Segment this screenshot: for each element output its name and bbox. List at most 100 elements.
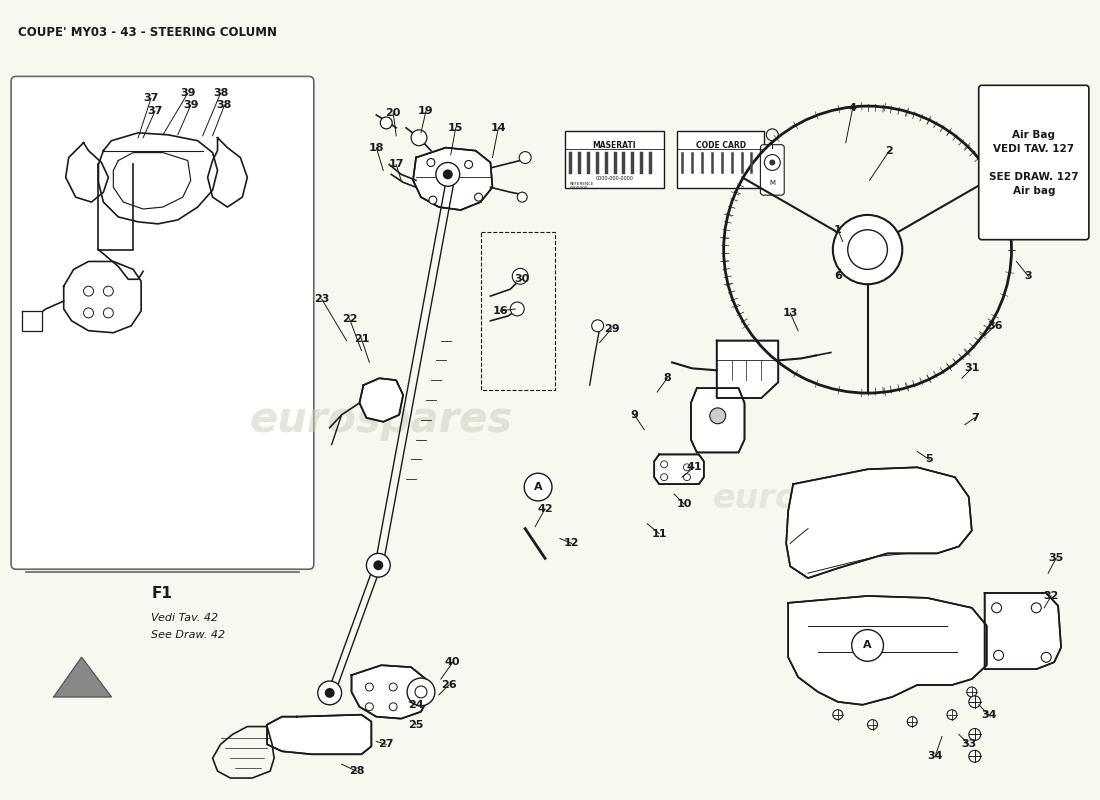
Circle shape <box>318 681 342 705</box>
Text: 21: 21 <box>354 334 370 344</box>
Text: 28: 28 <box>349 766 364 776</box>
Text: 12: 12 <box>564 538 580 549</box>
Circle shape <box>969 729 981 741</box>
Text: 9: 9 <box>630 410 638 420</box>
Circle shape <box>389 683 397 691</box>
Circle shape <box>411 130 427 146</box>
Polygon shape <box>267 714 372 754</box>
Text: A: A <box>864 641 872 650</box>
Circle shape <box>427 158 434 166</box>
Text: 0000-000-0000: 0000-000-0000 <box>595 176 634 182</box>
Text: 22: 22 <box>342 314 358 324</box>
FancyBboxPatch shape <box>979 86 1089 240</box>
Circle shape <box>868 720 878 730</box>
Polygon shape <box>352 666 429 718</box>
Circle shape <box>389 703 397 710</box>
Text: 5: 5 <box>925 454 933 464</box>
FancyBboxPatch shape <box>760 145 784 195</box>
Text: 0000000: 0000000 <box>570 186 589 190</box>
Text: See Draw. 42: See Draw. 42 <box>151 630 226 639</box>
Text: 13: 13 <box>782 308 797 318</box>
Circle shape <box>513 268 528 284</box>
Text: 40: 40 <box>446 658 461 667</box>
Circle shape <box>324 688 334 698</box>
Text: REFERENCE: REFERENCE <box>570 182 594 186</box>
Circle shape <box>436 162 460 186</box>
Text: 6: 6 <box>834 271 842 282</box>
Text: 37: 37 <box>147 106 163 116</box>
Circle shape <box>1032 603 1042 613</box>
Circle shape <box>908 717 917 726</box>
Text: 35: 35 <box>1048 554 1064 563</box>
Text: 34: 34 <box>927 751 943 762</box>
Text: 1: 1 <box>834 225 842 234</box>
Text: COUPE' MY03 - 43 - STEERING COLUMN: COUPE' MY03 - 43 - STEERING COLUMN <box>18 26 277 39</box>
Circle shape <box>366 554 390 577</box>
Text: M: M <box>769 180 776 186</box>
Text: 34: 34 <box>981 710 997 720</box>
Polygon shape <box>786 467 971 578</box>
Circle shape <box>373 560 383 570</box>
Text: 29: 29 <box>604 324 619 334</box>
Circle shape <box>592 320 604 332</box>
Polygon shape <box>984 593 1062 669</box>
Text: 39: 39 <box>180 88 196 98</box>
Text: 42: 42 <box>537 504 553 514</box>
Polygon shape <box>654 454 704 484</box>
Text: 4: 4 <box>849 103 857 113</box>
Text: A: A <box>534 482 542 492</box>
Circle shape <box>525 474 552 501</box>
FancyBboxPatch shape <box>11 77 313 570</box>
Circle shape <box>833 215 902 284</box>
Bar <box>565 131 664 188</box>
Circle shape <box>993 650 1003 660</box>
Text: 38: 38 <box>217 100 232 110</box>
Circle shape <box>443 170 453 179</box>
Circle shape <box>365 683 373 691</box>
Text: 24: 24 <box>408 700 424 710</box>
Text: Vedi Tav. 42: Vedi Tav. 42 <box>151 613 218 622</box>
Text: 37: 37 <box>143 93 158 103</box>
Polygon shape <box>717 341 779 398</box>
Text: eurospares: eurospares <box>250 398 513 441</box>
Text: 26: 26 <box>441 680 456 690</box>
Circle shape <box>851 630 883 662</box>
Text: 18: 18 <box>368 142 384 153</box>
Text: 23: 23 <box>315 294 329 304</box>
Polygon shape <box>789 596 987 705</box>
Circle shape <box>1042 652 1052 662</box>
Text: 25: 25 <box>408 719 424 730</box>
Text: 41: 41 <box>686 462 702 472</box>
Text: 14: 14 <box>491 123 506 133</box>
Circle shape <box>510 302 525 316</box>
Circle shape <box>991 603 1002 613</box>
Bar <box>676 131 764 188</box>
Text: 19: 19 <box>418 106 433 116</box>
Text: Air Bag
VEDI TAV. 127

SEE DRAW. 127
Air bag: Air Bag VEDI TAV. 127 SEE DRAW. 127 Air … <box>989 130 1079 195</box>
Text: 30: 30 <box>515 274 530 284</box>
Text: 20: 20 <box>385 108 400 118</box>
Circle shape <box>661 461 668 468</box>
Circle shape <box>947 710 957 720</box>
Circle shape <box>710 408 726 424</box>
Text: 7: 7 <box>971 413 979 423</box>
Text: F1: F1 <box>152 586 173 601</box>
Circle shape <box>967 687 977 697</box>
Polygon shape <box>360 378 403 422</box>
Circle shape <box>365 703 373 710</box>
Polygon shape <box>412 148 493 210</box>
Text: 36: 36 <box>987 321 1002 330</box>
Circle shape <box>683 474 691 481</box>
Circle shape <box>517 192 527 202</box>
Text: 33: 33 <box>961 739 977 750</box>
Circle shape <box>464 161 473 169</box>
Circle shape <box>429 196 437 204</box>
Text: 10: 10 <box>676 499 692 509</box>
Text: 3: 3 <box>1024 271 1032 282</box>
Text: CODE CARD: CODE CARD <box>695 141 746 150</box>
Polygon shape <box>22 311 42 330</box>
Text: 15: 15 <box>448 123 463 133</box>
Text: 27: 27 <box>378 739 394 750</box>
Text: eurospares: eurospares <box>713 482 924 515</box>
Circle shape <box>519 152 531 163</box>
